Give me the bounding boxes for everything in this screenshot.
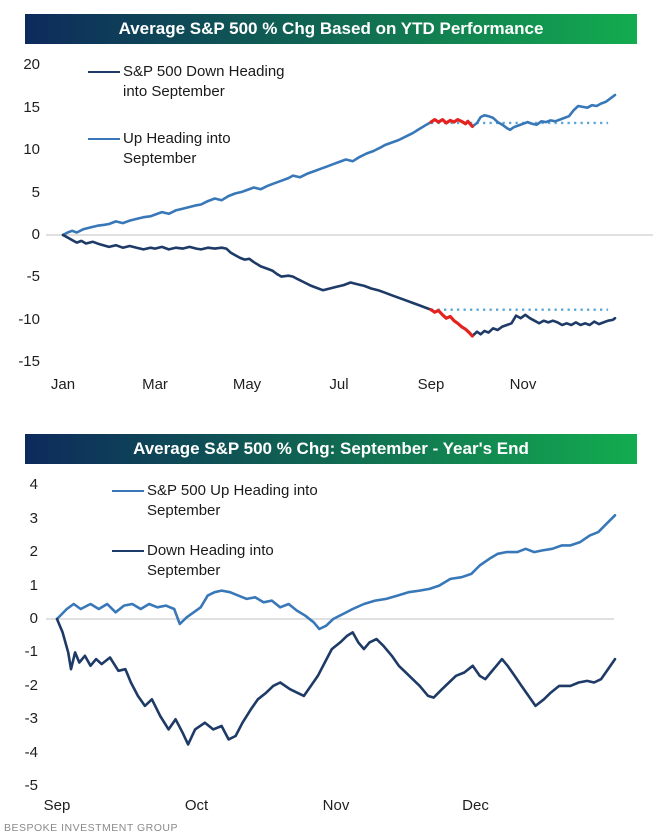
x-tick-label: Nov (509, 376, 537, 393)
legend-line-swatch-icon (112, 550, 144, 552)
legend-item: S&P 500 Up Heading into September (112, 481, 347, 521)
y-tick-label: 4 (29, 476, 38, 494)
down-heading-sep-dec-line (55, 617, 617, 746)
legend-item: Down Heading into September (112, 541, 347, 581)
y-tick-label: 1 (29, 576, 38, 594)
y-tick-label: -1 (24, 643, 38, 661)
x-tick-label: Oct (184, 797, 209, 814)
y-tick-label: 0 (31, 226, 40, 243)
legend-line-swatch-icon (88, 71, 120, 73)
y-tick-label: -15 (18, 353, 40, 371)
legend-label: S&P 500 Down Heading into September (123, 63, 285, 100)
x-tick-label: Nov (322, 797, 350, 814)
x-tick-label: Sep (43, 797, 71, 814)
footer-brand-text: BESPOKE INVESTMENT GROUP (4, 822, 179, 834)
y-tick-label: -2 (24, 676, 38, 694)
x-tick-label: Jan (50, 376, 76, 393)
y-tick-label: 0 (29, 610, 38, 627)
legend-label: Up Heading into September (123, 130, 231, 167)
chart2-title: Average S&P 500 % Chg: September - Year'… (133, 439, 529, 458)
chart2-title-bar: Average S&P 500 % Chg: September - Year'… (25, 434, 637, 464)
down-september-highlight-line (429, 308, 474, 338)
legend-item: Up Heading into September (88, 129, 295, 169)
y-tick-label: -10 (18, 310, 40, 328)
up-september-highlight-line (429, 117, 474, 129)
up-heading-jan-aug-line (61, 120, 433, 237)
down-heading-jan-aug-line (61, 233, 433, 312)
down-heading-oct-dec-line (471, 313, 617, 338)
x-tick-label: Dec (462, 797, 489, 814)
y-tick-label: 2 (29, 543, 38, 561)
up-heading-oct-dec-line (471, 93, 617, 132)
x-tick-label: Sep (417, 376, 445, 393)
legend-label: S&P 500 Up Heading into September (147, 482, 318, 519)
legend-line-swatch-icon (112, 490, 144, 492)
y-tick-label: -5 (26, 268, 40, 286)
y-tick-label: 20 (23, 56, 40, 74)
y-tick-label: 15 (23, 98, 40, 116)
x-tick-label: May (232, 376, 262, 393)
y-tick-label: 10 (23, 141, 40, 159)
x-tick-label: Jul (329, 376, 349, 393)
chart1-title: Average S&P 500 % Chg Based on YTD Perfo… (118, 19, 544, 38)
legend-label: Down Heading into September (147, 542, 274, 579)
y-tick-label: 3 (29, 509, 38, 527)
y-tick-label: -3 (24, 710, 38, 728)
legend-line-swatch-icon (88, 138, 120, 140)
y-tick-label: -4 (24, 743, 38, 761)
legend-item: S&P 500 Down Heading into September (88, 62, 295, 102)
x-tick-label: Mar (142, 376, 168, 393)
chart1-title-bar: Average S&P 500 % Chg Based on YTD Perfo… (25, 14, 637, 44)
up-heading-sep-dec-line (55, 513, 617, 631)
y-tick-label: 5 (31, 183, 40, 201)
y-tick-label: -5 (24, 777, 38, 795)
